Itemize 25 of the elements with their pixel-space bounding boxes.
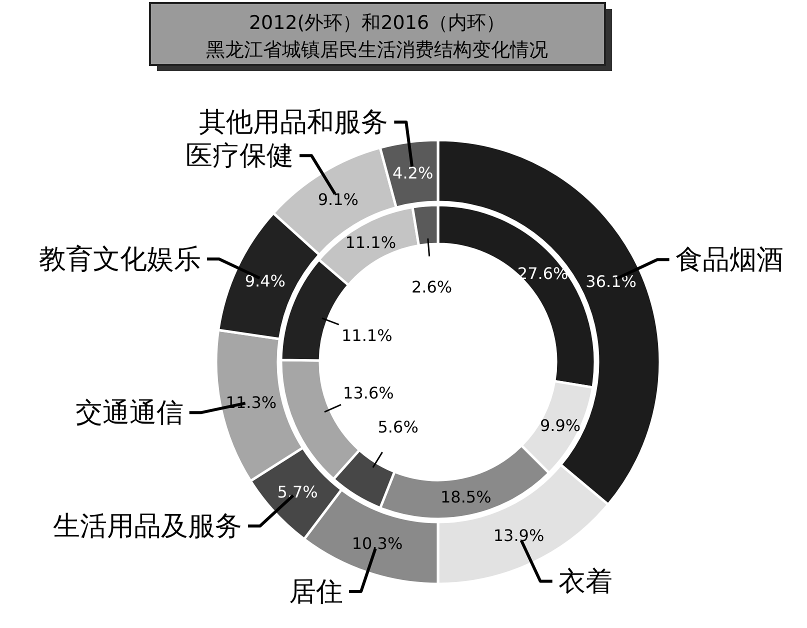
title: 2012(外环）和2016（内环） 黑龙江省城镇居民生活消费结构变化情况 [149,2,612,71]
data-label: 11.1% [341,326,392,346]
slice-label: 教育文化娱乐 [39,244,202,275]
chart-subtitle: 黑龙江省城镇居民生活消费结构变化情况 [206,39,548,61]
data-label: 11.1% [345,233,396,252]
slice-label: 医疗保健 [186,140,294,172]
slice-label: 居住 [289,576,344,608]
data-label: 9.4% [244,272,286,291]
data-label: 13.9% [493,526,544,546]
data-label: 18.5% [440,488,492,507]
data-label: 4.2% [392,164,434,183]
slice-label: 衣着 [558,566,612,598]
data-label: 9.9% [540,416,581,435]
data-label: 10.3% [352,534,403,554]
data-label: 5.7% [277,482,318,502]
data-label: 2.6% [411,277,452,296]
slice-label: 其他用品和服务 [199,107,388,138]
data-label: 5.6% [378,418,418,437]
data-label: 9.1% [318,190,359,210]
slice-label: 食品烟酒 [675,244,784,276]
chart-title: 2012(外环）和2016（内环） [248,12,506,34]
slice-label: 交通通信 [75,398,184,429]
data-label: 36.1% [586,272,636,292]
slice-label: 生活用品及服务 [53,510,242,542]
data-label: 13.6% [343,384,394,403]
